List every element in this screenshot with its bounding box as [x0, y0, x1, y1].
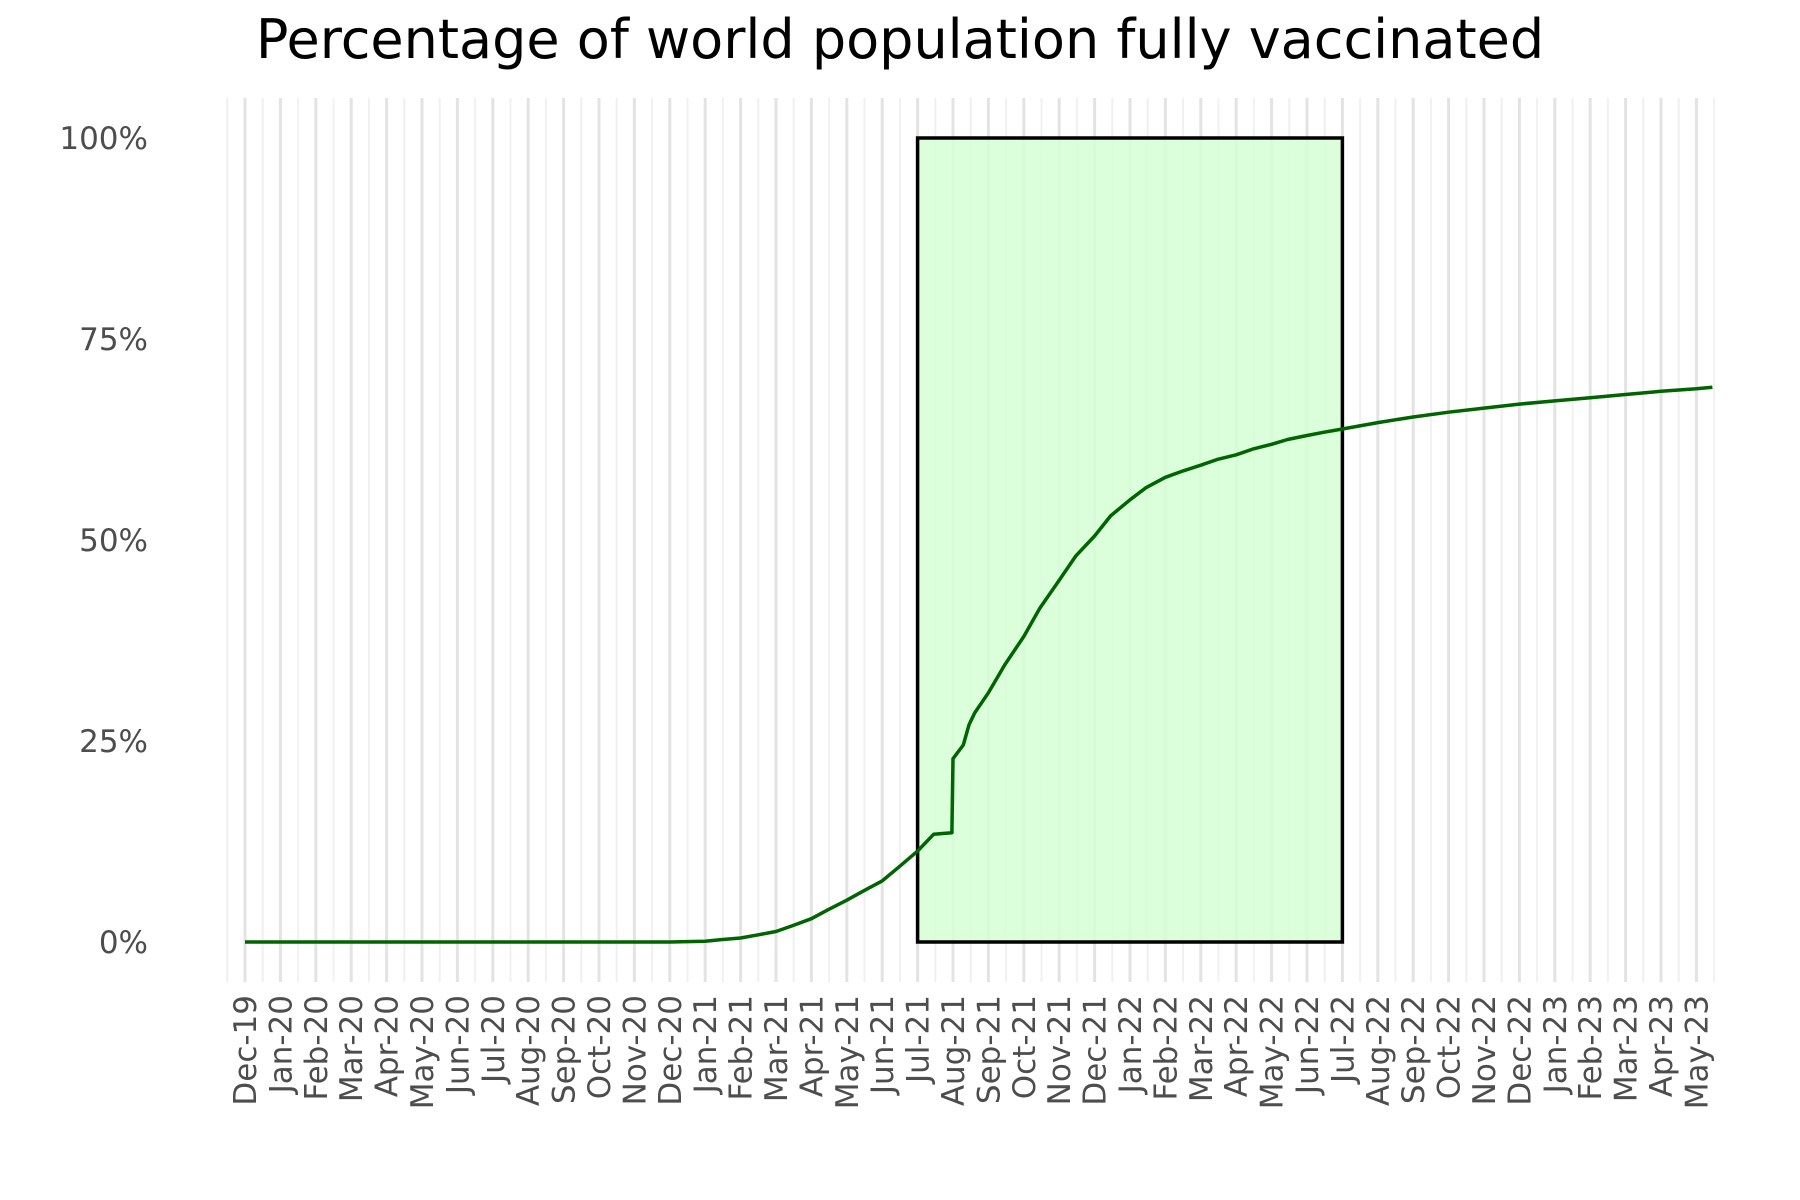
x-tick-label: Sep-22: [1396, 995, 1432, 1104]
x-tick-label: Mar-20: [334, 995, 370, 1102]
x-tick-label: Jan-23: [1538, 995, 1574, 1095]
x-axis: Dec-19 Jan-20 Feb-20 Mar-20 Apr-20 May-20 Jun-…: [228, 995, 1715, 1109]
highlight-rect: [915, 136, 1345, 944]
series-line-0: [245, 385, 1713, 944]
x-tick-label: Jun-21: [865, 995, 901, 1096]
x-tick-label: Jan-21: [688, 995, 724, 1095]
x-tick-label: Sep-20: [547, 995, 583, 1104]
x-tick-label: Apr-21: [794, 995, 830, 1097]
x-tick-label: Jun-22: [1290, 995, 1326, 1096]
y-tick-label: 25%: [79, 724, 148, 760]
x-tick-label: Feb-21: [724, 995, 760, 1101]
highlight-region: [915, 136, 1345, 944]
x-tick-label: Feb-20: [299, 995, 335, 1101]
series-layer: [245, 385, 1713, 944]
x-tick-label: Apr-20: [370, 995, 406, 1097]
x-tick-label: Jan-20: [263, 995, 299, 1095]
x-tick-label: Dec-20: [653, 995, 689, 1106]
x-tick-label: Dec-22: [1502, 995, 1538, 1106]
x-tick-label: Apr-22: [1219, 995, 1255, 1097]
chart-title: Percentage of world population fully vac…: [255, 8, 1545, 71]
x-tick-label: Nov-21: [1042, 995, 1078, 1105]
x-tick-label: Nov-20: [617, 995, 653, 1105]
x-tick-label: Jul-22: [1325, 995, 1361, 1085]
x-tick-label: Feb-23: [1573, 995, 1609, 1101]
x-tick-label: Jul-21: [901, 995, 937, 1085]
x-tick-label: Oct-22: [1432, 995, 1468, 1099]
x-tick-label: Nov-22: [1467, 995, 1503, 1105]
x-tick-label: Feb-22: [1148, 995, 1184, 1101]
x-tick-label: Aug-21: [936, 995, 972, 1106]
x-tick-label: Jan-22: [1113, 995, 1149, 1095]
y-axis: 0% 25% 50% 75% 100%: [59, 121, 148, 961]
x-tick-label: Aug-20: [511, 995, 547, 1106]
y-tick-label: 0%: [99, 925, 148, 961]
x-tick-label: Dec-21: [1078, 995, 1114, 1106]
x-tick-label: May-21: [830, 995, 866, 1109]
x-tick-label: Jun-20: [440, 995, 476, 1096]
x-tick-label: Oct-21: [1007, 995, 1043, 1099]
y-tick-label: 100%: [59, 121, 148, 157]
x-tick-label: Oct-20: [582, 995, 618, 1099]
y-tick-label: 50%: [79, 523, 148, 559]
x-tick-label: May-23: [1679, 995, 1715, 1109]
x-tick-label: Mar-23: [1609, 995, 1645, 1102]
x-tick-label: Sep-21: [971, 995, 1007, 1104]
x-tick-label: Jul-20: [476, 995, 512, 1085]
x-tick-label: May-20: [405, 995, 441, 1109]
y-tick-label: 75%: [79, 322, 148, 358]
x-tick-label: Apr-23: [1644, 995, 1680, 1097]
x-tick-label: Mar-21: [759, 995, 795, 1102]
x-tick-label: Aug-22: [1361, 995, 1397, 1106]
x-tick-label: May-22: [1255, 995, 1291, 1109]
x-tick-label: Mar-22: [1184, 995, 1220, 1102]
x-tick-label: Dec-19: [228, 995, 264, 1106]
